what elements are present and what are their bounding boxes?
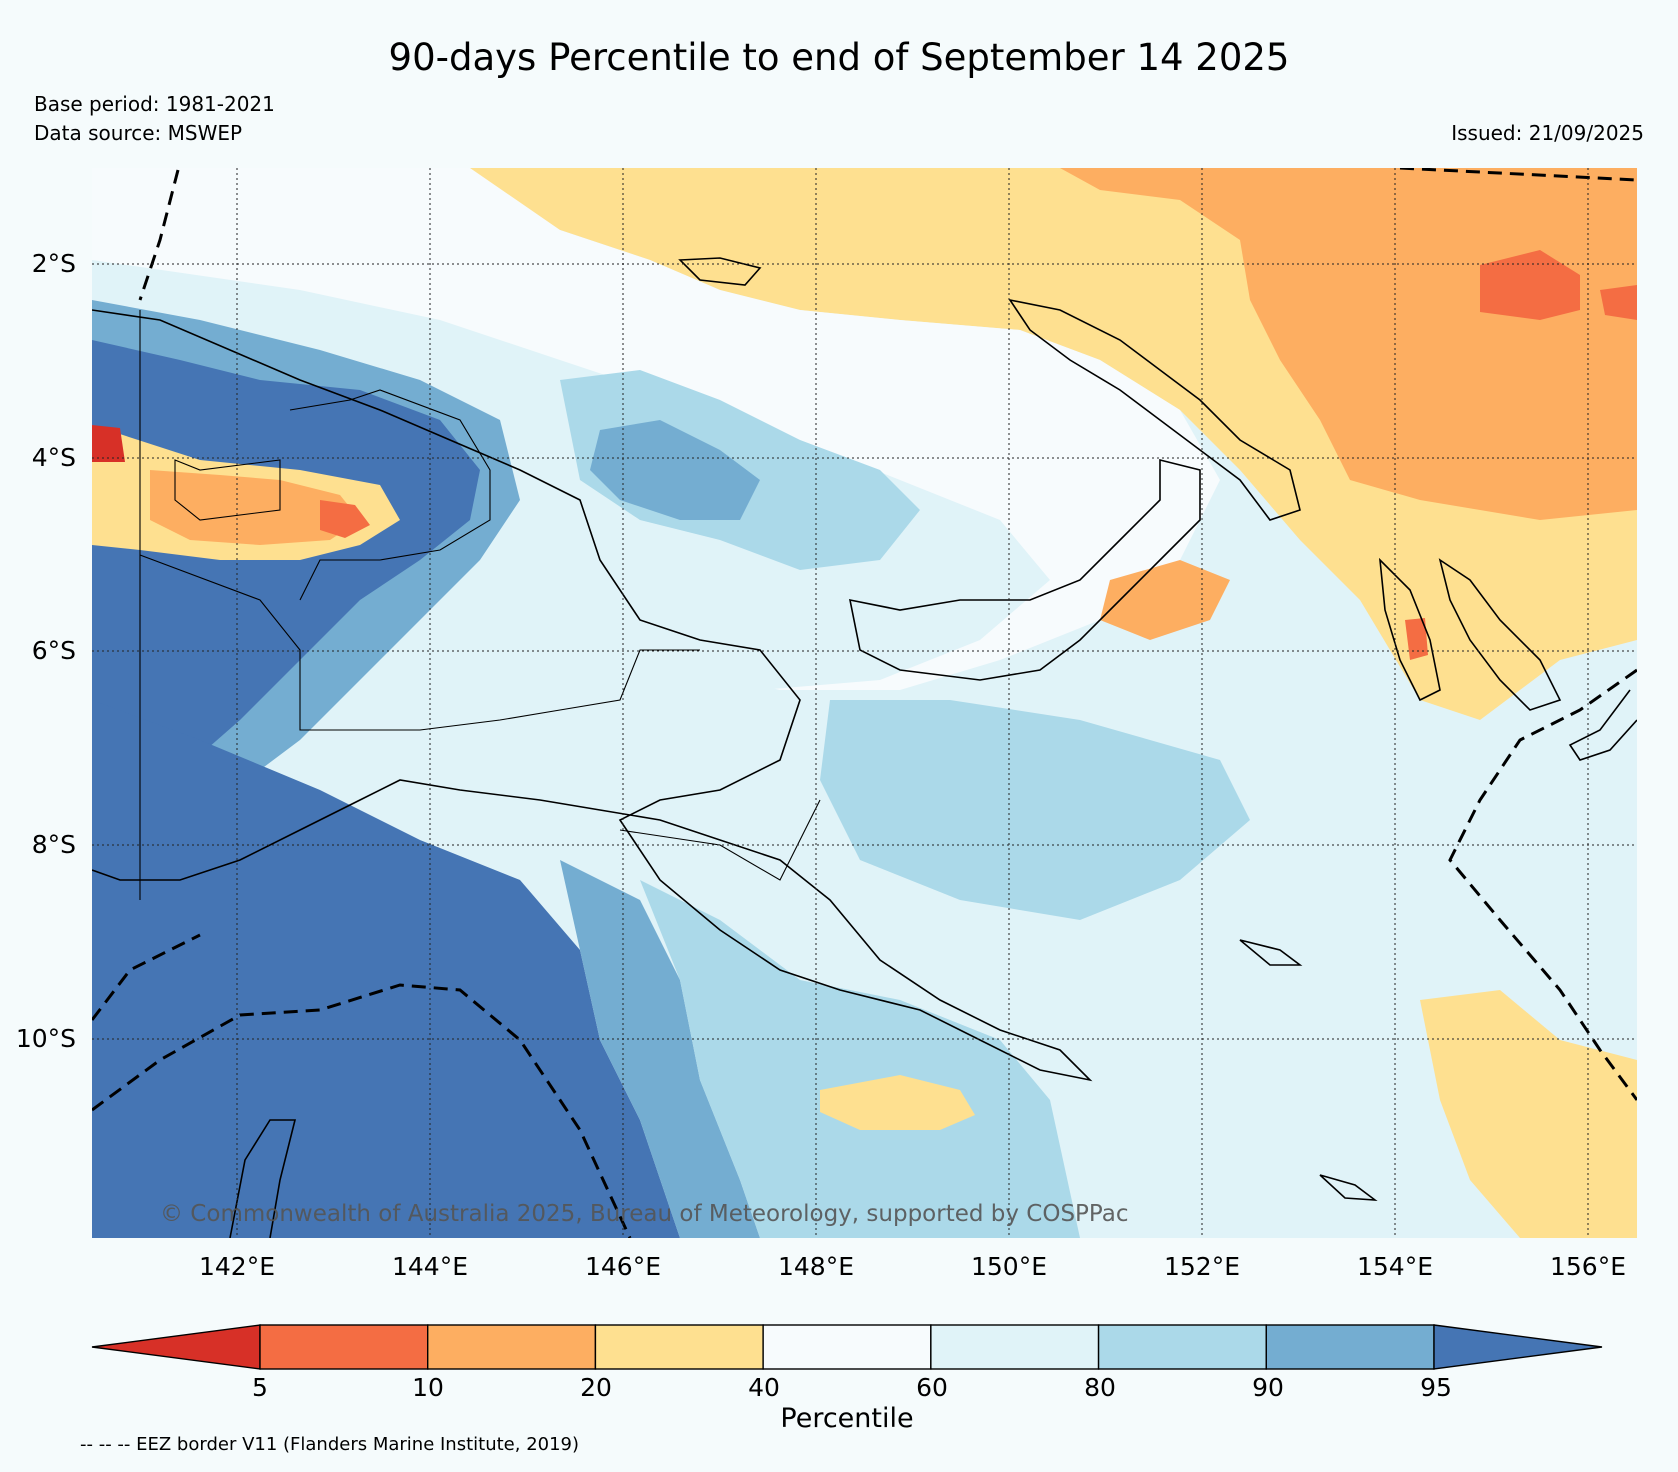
lon-label: 148°E	[777, 1252, 854, 1281]
highland-orange	[150, 470, 360, 545]
solomon-sea	[820, 700, 1250, 920]
issued-date: Issued: 21/09/2025	[1451, 121, 1644, 145]
colorbar-extend-high	[1433, 1324, 1603, 1370]
lon-label: 144°E	[391, 1252, 468, 1281]
lat-label: 4°S	[31, 443, 76, 472]
colorbar-tick: 90	[1252, 1373, 1284, 1402]
map-title: 90-days Percentile to end of September 1…	[388, 36, 1290, 79]
colorbar-segment	[594, 1324, 764, 1370]
dry-patch-newbritain	[1100, 560, 1230, 640]
colorbar-tick: 95	[1420, 1373, 1452, 1402]
data-source: Data source: MSWEP	[34, 121, 243, 145]
dry-zone-north-orange	[1060, 168, 1637, 520]
wet-zone-south-light	[640, 880, 1080, 1238]
dry-patch-solomons	[1405, 618, 1428, 660]
colorbar-segment	[427, 1324, 597, 1370]
lon-label: 146°E	[584, 1252, 661, 1281]
colorbar-segment	[1265, 1324, 1435, 1370]
lon-label: 150°E	[970, 1252, 1047, 1281]
colorbar-extend-low	[91, 1324, 261, 1370]
highland-red	[320, 500, 370, 538]
lat-label: 10°S	[15, 1024, 76, 1053]
wet-zone-central-dark	[590, 420, 760, 520]
gridlines	[92, 168, 1637, 1238]
colorbar-tick: 40	[748, 1373, 780, 1402]
copyright-notice: © Commonwealth of Australia 2025, Bureau…	[160, 1201, 1129, 1227]
eez-borders	[92, 168, 1637, 1238]
colorbar-segment	[930, 1324, 1100, 1370]
colorbar-tick: 80	[1084, 1373, 1116, 1402]
wet-zone-south-mid	[560, 860, 760, 1238]
coastlines	[92, 257, 1637, 1238]
highland-dark-red	[92, 425, 125, 462]
dry-zone-southeast	[1420, 990, 1637, 1238]
lon-label: 152°E	[1163, 1252, 1240, 1281]
lat-label: 2°S	[31, 249, 76, 278]
dry-zone-north-red	[1480, 250, 1580, 320]
base-period: Base period: 1981-2021	[34, 92, 275, 116]
dry-patch-south	[820, 1075, 975, 1130]
colorbar-title: Percentile	[780, 1403, 914, 1434]
colorbar-tick: 60	[916, 1373, 948, 1402]
lat-label: 8°S	[31, 830, 76, 859]
lon-label: 142°E	[198, 1252, 275, 1281]
lon-label: 154°E	[1356, 1252, 1433, 1281]
provincial-borders	[139, 310, 821, 900]
colorbar-tick: 20	[580, 1373, 612, 1402]
lon-label: 156°E	[1549, 1252, 1626, 1281]
wet-zone-south	[92, 700, 680, 1238]
lat-label: 6°S	[31, 636, 76, 665]
colorbar-tick: 5	[252, 1373, 268, 1402]
colorbar-segment	[1097, 1324, 1267, 1370]
colorbar-segment	[259, 1324, 429, 1370]
eez-note: -- -- -- EEZ border V11 (Flanders Marine…	[80, 1434, 580, 1455]
colorbar-tick: 10	[412, 1373, 444, 1402]
colorbar-segment	[762, 1324, 932, 1370]
dry-spot	[1600, 285, 1637, 320]
